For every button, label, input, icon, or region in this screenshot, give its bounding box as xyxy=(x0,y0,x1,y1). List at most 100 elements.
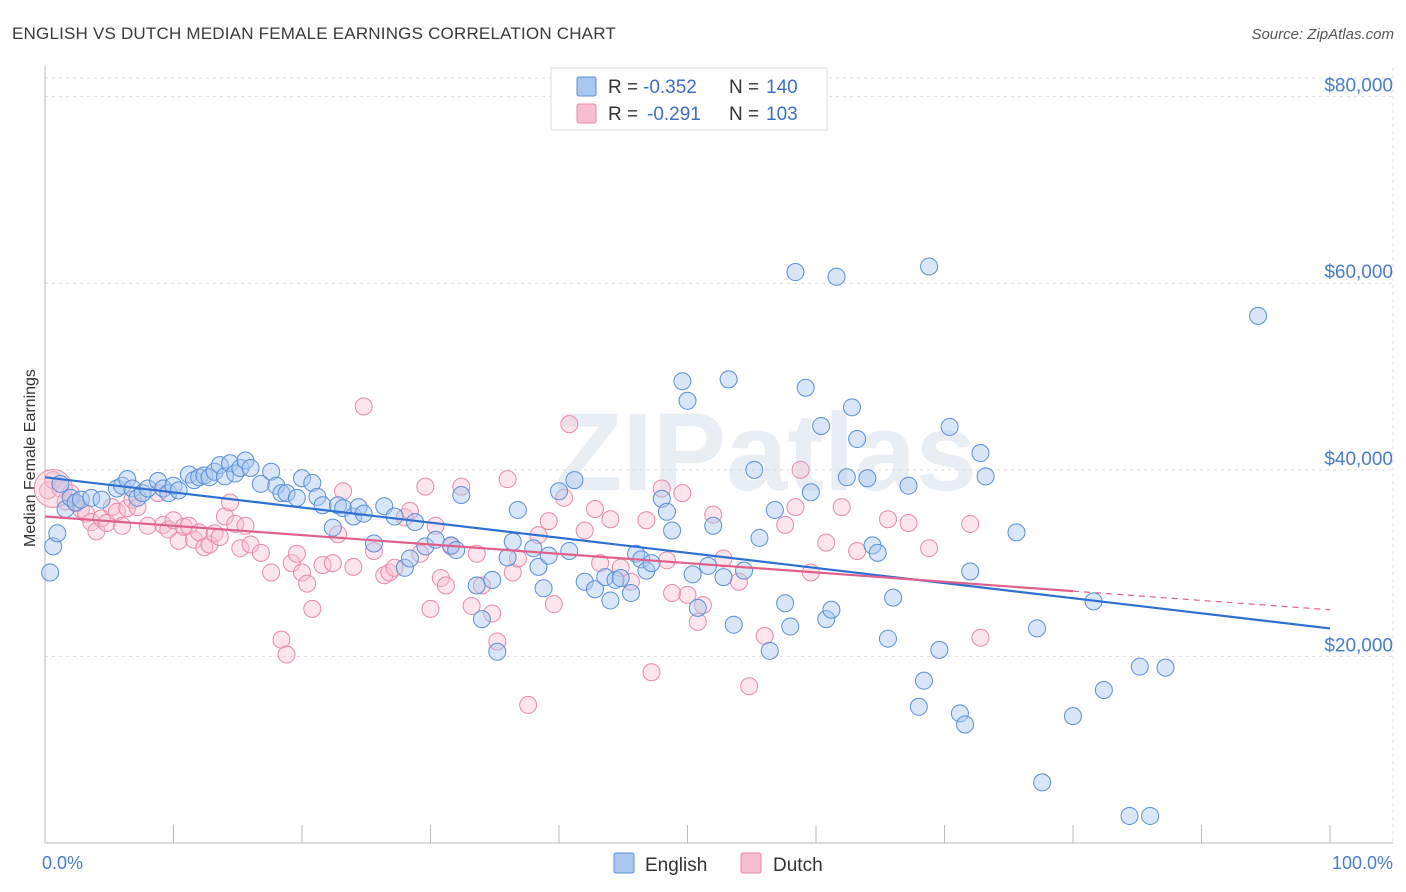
point-english-9 xyxy=(92,490,111,509)
legend-english-n-label: N = xyxy=(729,77,759,98)
point-english-99 xyxy=(735,561,754,580)
point-english-77 xyxy=(585,580,604,599)
point-english-133 xyxy=(1028,619,1047,638)
point-dutch-28 xyxy=(195,538,214,557)
point-dutch-48 xyxy=(323,554,342,573)
point-english-65 xyxy=(488,642,507,661)
point-english-113 xyxy=(837,468,856,487)
point-dutch-53 xyxy=(364,541,383,560)
point-dutch-35 xyxy=(231,539,250,558)
point-english-96 xyxy=(714,568,733,587)
y-axis-label: Median Female Earnings xyxy=(22,369,39,547)
point-dutch-60 xyxy=(416,477,435,496)
point-dutch-8 xyxy=(82,513,101,532)
point-english-57 xyxy=(416,537,435,556)
point-english-2 xyxy=(48,524,67,543)
point-dutch-80 xyxy=(560,415,579,434)
point-english-78 xyxy=(596,568,615,587)
point-dutch-95 xyxy=(693,596,712,615)
point-english-139 xyxy=(1130,657,1149,676)
point-english-76 xyxy=(575,572,594,591)
point-english-104 xyxy=(776,594,795,613)
legend-box xyxy=(550,67,828,131)
y-tick-labels: $20,000 $40,000 $60,000 $80,000 xyxy=(1324,76,1393,657)
axes xyxy=(44,66,1393,844)
point-dutch-62 xyxy=(426,516,445,535)
point-english-68 xyxy=(508,500,527,519)
point-dutch-44 xyxy=(293,563,311,582)
point-dutch-39 xyxy=(262,563,281,582)
point-dutch-87 xyxy=(637,511,656,530)
series-english-points xyxy=(41,257,1268,825)
x-tick-label-1: 100.0% xyxy=(1332,853,1393,873)
legend-top: R = -0.352 N = 140 R = -0.291 N = 103 xyxy=(550,67,828,131)
watermark-text: ZIPatlas xyxy=(555,391,977,514)
point-english-129 xyxy=(961,562,980,581)
point-english-98 xyxy=(724,615,743,634)
point-english-95 xyxy=(704,516,723,535)
point-english-141 xyxy=(1156,658,1175,677)
point-dutch-106 xyxy=(832,498,851,517)
point-dutch-88 xyxy=(642,663,661,682)
point-english-120 xyxy=(884,588,903,607)
point-english-0 xyxy=(41,563,60,582)
point-english-123 xyxy=(914,671,933,690)
point-dutch-14 xyxy=(113,516,132,535)
legend-dutch-r-label: R = xyxy=(608,104,638,125)
point-dutch-40 xyxy=(272,630,291,649)
point-dutch-112 xyxy=(971,628,990,647)
legend-english-r: -0.352 xyxy=(643,77,697,98)
point-dutch-32 xyxy=(215,507,234,526)
point-dutch-93 xyxy=(678,585,697,604)
point-english-72 xyxy=(539,546,558,565)
point-english-46 xyxy=(328,496,347,515)
point-dutch-29 xyxy=(200,535,219,554)
point-dutch-100 xyxy=(755,626,774,645)
point-english-107 xyxy=(796,378,815,397)
point-english-75 xyxy=(565,471,584,490)
point-english-112 xyxy=(827,267,846,286)
point-english-106 xyxy=(786,263,805,282)
point-english-53 xyxy=(385,507,404,526)
point-dutch-75 xyxy=(519,695,538,714)
legend-dutch-n-label: N = xyxy=(729,104,759,125)
point-dutch-23 xyxy=(169,531,188,550)
point-english-60 xyxy=(447,541,466,560)
point-english-79 xyxy=(601,591,620,610)
legend-swatch-dutch xyxy=(576,103,597,124)
point-english-126 xyxy=(940,417,959,436)
point-english-81 xyxy=(611,569,630,588)
point-english-42 xyxy=(303,473,322,492)
point-english-122 xyxy=(909,697,928,716)
point-dutch-110 xyxy=(920,539,939,558)
point-dutch-68 xyxy=(467,544,486,563)
bottom-legend-english: English xyxy=(645,855,707,876)
point-dutch-42 xyxy=(282,554,301,573)
point-english-90 xyxy=(673,372,692,391)
point-english-40 xyxy=(287,488,306,507)
point-english-23 xyxy=(185,471,204,490)
trend-line-dutch-extension xyxy=(1072,590,1331,611)
point-english-54 xyxy=(395,558,414,577)
point-english-118 xyxy=(868,543,887,562)
point-english-97 xyxy=(719,370,738,389)
point-dutch-109 xyxy=(899,514,918,533)
chart-title: ENGLISH VS DUTCH MEDIAN FEMALE EARNINGS … xyxy=(12,24,616,43)
point-english-100 xyxy=(745,460,764,479)
point-english-73 xyxy=(550,482,568,501)
legend-english-n: 140 xyxy=(766,77,798,98)
point-dutch-101 xyxy=(776,515,795,534)
point-english-64 xyxy=(483,570,502,589)
point-dutch-105 xyxy=(817,533,836,552)
point-dutch-51 xyxy=(344,557,363,576)
point-dutch-41 xyxy=(277,645,296,664)
point-english-127 xyxy=(950,704,969,723)
point-english-135 xyxy=(1064,707,1082,726)
point-dutch-82 xyxy=(585,500,604,519)
point-english-36 xyxy=(262,462,281,481)
point-dutch-71 xyxy=(488,632,507,651)
point-dutch-61 xyxy=(421,599,440,618)
point-english-93 xyxy=(688,598,707,617)
trend-line-dutch xyxy=(44,515,1074,593)
point-english-30 xyxy=(221,454,240,473)
